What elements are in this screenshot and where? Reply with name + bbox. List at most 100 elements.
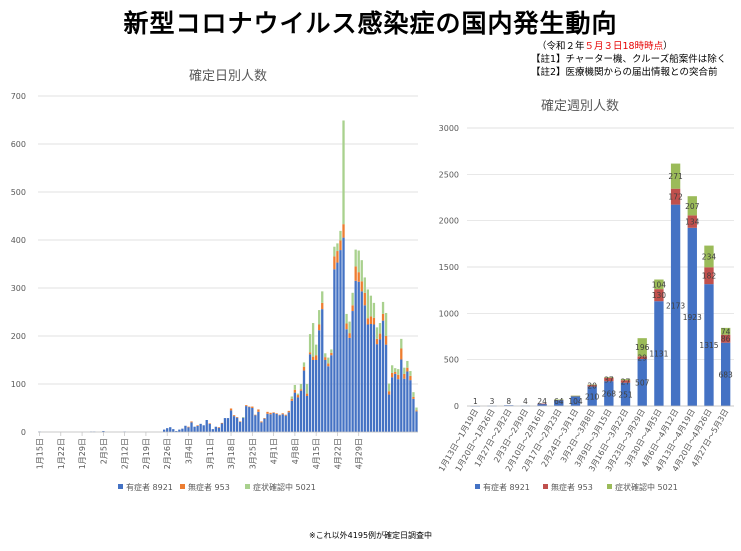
- daily-bar: [245, 406, 248, 432]
- footnote: ※これ以外4195例が確定日調査中: [308, 531, 433, 540]
- daily-bar: [345, 329, 348, 432]
- daily-bar: [324, 353, 327, 358]
- daily-bar: [412, 396, 415, 399]
- weekly-bar: [654, 289, 664, 302]
- daily-bar: [308, 352, 312, 355]
- daily-bar: [378, 339, 382, 432]
- daily-bar: [330, 352, 333, 356]
- weekly-legend-swatch: [607, 484, 612, 489]
- daily-y-tick: 0: [21, 428, 26, 437]
- weekly-data-label: 130: [652, 291, 667, 300]
- weekly-y-tick: 500: [444, 356, 459, 365]
- daily-bar: [327, 363, 330, 367]
- daily-bar: [308, 334, 312, 353]
- daily-bar: [220, 422, 224, 424]
- daily-bar: [318, 310, 321, 325]
- daily-bar: [293, 389, 297, 393]
- daily-bar: [391, 365, 394, 373]
- as-of-suffix: ）: [663, 41, 673, 52]
- daily-bar: [275, 413, 278, 432]
- daily-bar: [342, 237, 345, 432]
- daily-bar: [305, 393, 309, 396]
- daily-bar: [354, 249, 357, 267]
- daily-bar: [351, 311, 354, 432]
- daily-bar: [387, 383, 391, 392]
- weekly-data-label: 20: [587, 382, 597, 391]
- weekly-data-label: 4: [523, 397, 528, 406]
- daily-bar: [196, 425, 199, 426]
- daily-bar: [403, 373, 406, 379]
- daily-bar: [284, 415, 287, 432]
- daily-bar: [272, 412, 275, 413]
- daily-bar: [302, 366, 306, 371]
- weekly-data-label: 27: [621, 377, 631, 386]
- daily-bar: [308, 354, 312, 432]
- weekly-bar: [720, 327, 731, 335]
- daily-bar: [400, 338, 403, 349]
- daily-bar: [229, 410, 233, 432]
- weekly-bar: [637, 338, 647, 357]
- daily-x-tick: 4月29日: [355, 438, 364, 469]
- daily-bar: [366, 289, 369, 319]
- daily-bar: [220, 423, 224, 432]
- weekly-bar: [604, 377, 614, 382]
- daily-y-tick: 600: [11, 140, 26, 149]
- daily-bar: [397, 374, 400, 380]
- daily-bar: [384, 344, 388, 432]
- daily-bar: [409, 375, 412, 381]
- daily-bar: [305, 396, 309, 432]
- daily-x-tick: 2月5日: [99, 438, 108, 464]
- daily-bar: [351, 292, 354, 306]
- daily-bar: [266, 411, 269, 414]
- as-of-date: ５月３日18時時点: [584, 41, 664, 52]
- weekly-data-label: 1131: [649, 350, 668, 359]
- daily-bar: [360, 291, 363, 432]
- as-of-prefix: （令和２年: [537, 41, 585, 52]
- daily-bar: [311, 360, 315, 432]
- daily-bar: [287, 410, 290, 413]
- daily-bar: [232, 415, 236, 417]
- weekly-y-tick: 0: [454, 402, 459, 411]
- daily-bar: [235, 417, 239, 432]
- daily-bar: [348, 333, 351, 338]
- daily-bar: [345, 313, 348, 324]
- weekly-data-label: 182: [702, 272, 717, 281]
- daily-bar: [299, 384, 303, 390]
- weekly-bar: [620, 380, 631, 383]
- daily-bar: [163, 429, 166, 432]
- daily-bar: [336, 262, 339, 432]
- daily-x-tick: 3月11日: [206, 438, 215, 469]
- weekly-legend-label: 有症者 8921: [483, 482, 530, 492]
- weekly-bar: [654, 301, 664, 406]
- daily-y-tick: 200: [11, 332, 26, 341]
- daily-bar: [311, 323, 315, 357]
- daily-bar: [381, 320, 385, 432]
- weekly-data-label: 1: [473, 397, 478, 406]
- daily-bar: [327, 366, 330, 432]
- daily-bar: [217, 427, 221, 432]
- daily-bar: [415, 410, 418, 412]
- daily-bar: [296, 395, 300, 398]
- daily-legend-swatch: [118, 484, 123, 489]
- daily-bar: [257, 409, 260, 412]
- daily-bar: [406, 371, 409, 432]
- daily-bar: [272, 412, 275, 432]
- weekly-data-label: 8: [506, 397, 511, 406]
- daily-bar: [378, 323, 382, 334]
- daily-bar: [354, 280, 357, 432]
- daily-bar: [415, 411, 418, 432]
- daily-bar: [315, 360, 318, 432]
- daily-bar: [342, 224, 345, 238]
- weekly-bar: [537, 403, 547, 405]
- daily-bar: [363, 277, 366, 293]
- weekly-data-label: 37: [604, 375, 614, 384]
- daily-bar: [403, 378, 406, 432]
- daily-bar: [381, 313, 385, 321]
- daily-bar: [302, 370, 306, 432]
- daily-bar: [381, 301, 385, 314]
- daily-bar: [181, 428, 184, 432]
- daily-bar: [254, 414, 257, 416]
- daily-y-tick: 100: [11, 380, 26, 389]
- daily-legend-label: 無症者 953: [188, 482, 230, 492]
- daily-bar: [284, 414, 287, 416]
